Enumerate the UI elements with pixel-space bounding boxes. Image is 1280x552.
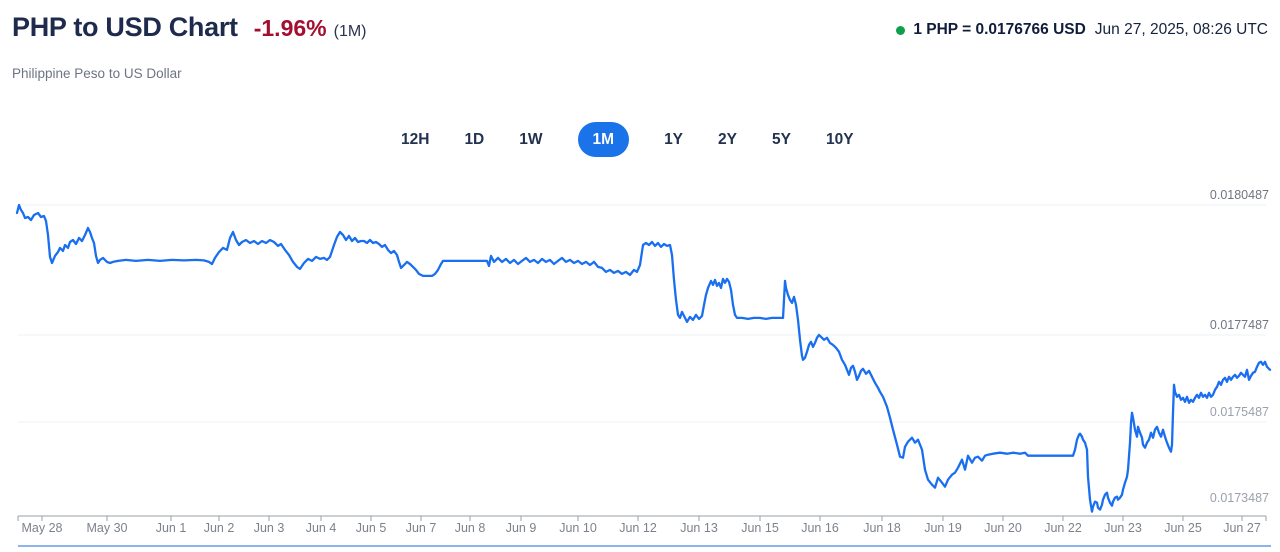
- x-axis-label-may-28: May 28: [21, 521, 63, 535]
- x-axis-label-jun-12: Jun 12: [619, 521, 657, 535]
- range-tab-5y[interactable]: 5Y: [772, 130, 791, 148]
- range-tab-10y[interactable]: 10Y: [825, 130, 854, 148]
- x-axis-label-jun-8: Jun 8: [454, 521, 486, 535]
- x-axis-label-jun-5: Jun 5: [355, 521, 387, 535]
- x-axis-label-jun-9: Jun 9: [505, 521, 537, 535]
- range-tab-1y[interactable]: 1Y: [664, 130, 684, 148]
- range-tab-1w[interactable]: 1W: [519, 130, 543, 148]
- x-axis-label-jun-18: Jun 18: [863, 521, 901, 535]
- change-percent: -1.96%: [253, 15, 327, 41]
- x-axis-label-jun-4: Jun 4: [305, 521, 337, 535]
- range-tab-1d[interactable]: 1D: [464, 130, 485, 148]
- x-axis-label-jun-20: Jun 20: [984, 521, 1022, 535]
- range-tab-2y[interactable]: 2Y: [718, 130, 737, 148]
- x-axis-label-jun-7: Jun 7: [405, 521, 437, 535]
- x-axis-label-jun-25: Jun 25: [1164, 521, 1202, 535]
- page-header: PHP to USD Chart -1.96% (1M): [12, 12, 367, 43]
- page-subtitle: Philippine Peso to US Dollar: [12, 66, 182, 81]
- x-axis-label-jun-23: Jun 23: [1104, 521, 1142, 535]
- x-axis-label-jun-13: Jun 13: [680, 521, 718, 535]
- x-axis-label-may-30: May 30: [86, 521, 128, 535]
- x-axis-label-jun-27: Jun 27: [1223, 521, 1261, 535]
- rate-line-series[interactable]: [15, 203, 1272, 513]
- x-axis-label-jun-16: Jun 16: [801, 521, 839, 535]
- x-axis-label-jun-15: Jun 15: [741, 521, 779, 535]
- x-axis-label-jun-22: Jun 22: [1044, 521, 1082, 535]
- time-range-tabs: 12H 1D 1W 1M 1Y 2Y 5Y 10Y: [401, 121, 854, 158]
- y-axis-label: 0.0173487: [1209, 491, 1269, 505]
- y-axis-label: 0.0175487: [1209, 405, 1269, 419]
- page-title: PHP to USD Chart: [12, 12, 238, 42]
- range-tab-12h[interactable]: 12H: [401, 130, 430, 148]
- live-rate-value: 1 PHP = 0.0176766 USD: [913, 21, 1086, 38]
- live-rate-timestamp: Jun 27, 2025, 08:26 UTC: [1094, 21, 1268, 38]
- x-axis-label-jun-2: Jun 2: [203, 521, 235, 535]
- x-axis-label-jun-19: Jun 19: [924, 521, 962, 535]
- x-axis-label-jun-10: Jun 10: [559, 521, 597, 535]
- range-tab-1m[interactable]: 1M: [577, 121, 630, 158]
- y-axis-label: 0.0180487: [1209, 188, 1269, 202]
- live-indicator-dot: [896, 25, 906, 35]
- y-axis-label: 0.0177487: [1209, 318, 1269, 332]
- live-rate-readout: 1 PHP = 0.0176766 USD Jun 27, 2025, 08:2…: [896, 21, 1268, 39]
- change-period-label: (1M): [333, 23, 367, 40]
- x-axis-label-jun-1: Jun 1: [155, 521, 187, 535]
- x-axis-label-jun-3: Jun 3: [253, 521, 285, 535]
